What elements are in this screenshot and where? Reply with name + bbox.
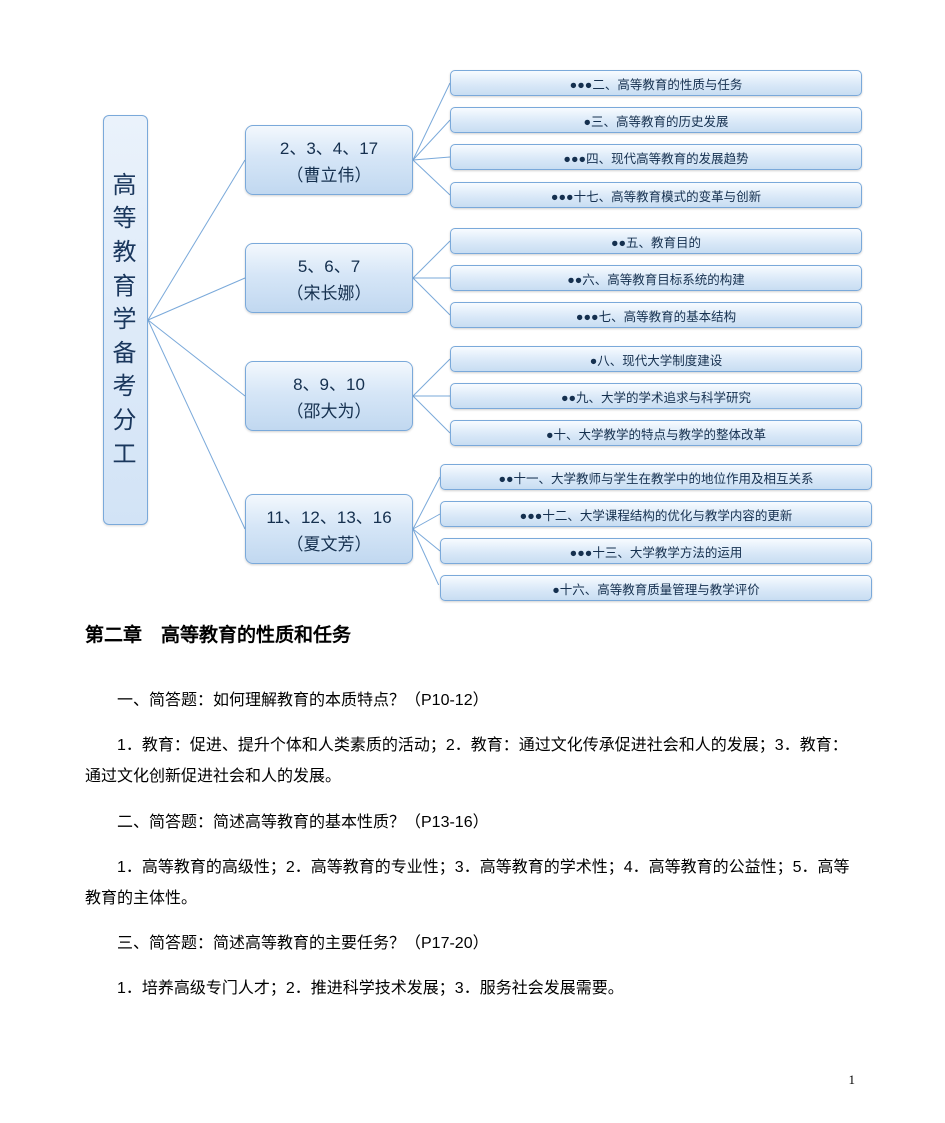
group-line1: 8、9、10: [293, 370, 365, 395]
group-node: 11、12、13、16（夏文芳）: [245, 494, 413, 564]
group-line2: （宋长娜）: [287, 279, 372, 304]
group-node: 5、6、7（宋长娜）: [245, 243, 413, 313]
leaf-node: ●●●十七、高等教育模式的变革与创新: [450, 182, 862, 208]
leaf-node: ●八、现代大学制度建设: [450, 346, 862, 372]
root-node: 高等教育学备考分工: [103, 115, 148, 525]
group-line1: 2、3、4、17: [280, 134, 378, 159]
group-line1: 11、12、13、16: [266, 503, 391, 528]
leaf-node: ●●五、教育目的: [450, 228, 862, 254]
leaf-node: ●●六、高等教育目标系统的构建: [450, 265, 862, 291]
leaf-node: ●●●七、高等教育的基本结构: [450, 302, 862, 328]
group-line2: （邵大为）: [287, 397, 372, 422]
document-content: 第二章 高等教育的性质和任务 一、简答题：如何理解教育的本质特点？（P10-12…: [85, 620, 860, 1019]
leaf-node: ●●●十三、大学教学方法的运用: [440, 538, 872, 564]
page-number: 1: [849, 1072, 856, 1088]
group-line2: （夏文芳）: [287, 530, 372, 555]
group-line1: 5、6、7: [298, 252, 360, 277]
leaf-node: ●●●十二、大学课程结构的优化与教学内容的更新: [440, 501, 872, 527]
paragraph: 三、简答题：简述高等教育的主要任务？（P17-20）: [85, 928, 860, 959]
leaf-node: ●●●四、现代高等教育的发展趋势: [450, 144, 862, 170]
paragraph: 1．培养高级专门人才；2．推进科学技术发展；3．服务社会发展需要。: [85, 973, 860, 1004]
paragraph: 1．高等教育的高级性；2．高等教育的专业性；3．高等教育的学术性；4．高等教育的…: [85, 852, 860, 914]
chapter-title: 第二章 高等教育的性质和任务: [85, 620, 860, 647]
group-node: 8、9、10（邵大为）: [245, 361, 413, 431]
leaf-node: ●十、大学教学的特点与教学的整体改革: [450, 420, 862, 446]
paragraph: 一、简答题：如何理解教育的本质特点？（P10-12）: [85, 685, 860, 716]
leaf-node: ●●●二、高等教育的性质与任务: [450, 70, 862, 96]
paragraph: 1．教育：促进、提升个体和人类素质的活动；2．教育：通过文化传承促进社会和人的发…: [85, 730, 860, 792]
group-node: 2、3、4、17（曹立伟）: [245, 125, 413, 195]
leaf-node: ●三、高等教育的历史发展: [450, 107, 862, 133]
leaf-node: ●●九、大学的学术追求与科学研究: [450, 383, 862, 409]
leaf-node: ●十六、高等教育质量管理与教学评价: [440, 575, 872, 601]
group-line2: （曹立伟）: [287, 161, 372, 186]
hierarchy-diagram: 高等教育学备考分工 2、3、4、17（曹立伟） ●●●二、高等教育的性质与任务 ●三…: [85, 65, 880, 585]
leaf-node: ●●十一、大学教师与学生在教学中的地位作用及相互关系: [440, 464, 872, 490]
paragraph: 二、简答题：简述高等教育的基本性质？（P13-16）: [85, 807, 860, 838]
